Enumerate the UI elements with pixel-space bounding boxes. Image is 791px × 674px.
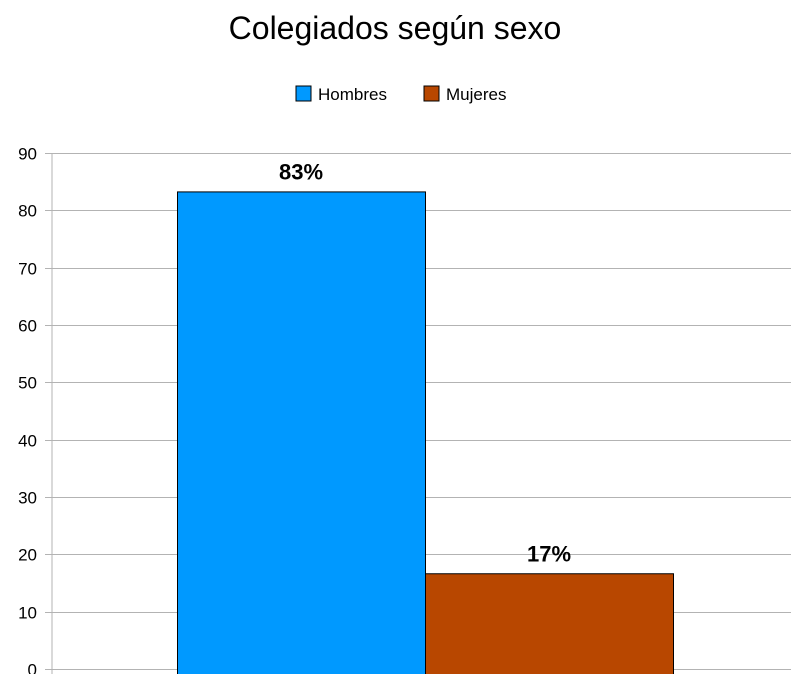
bar-hombres [177,191,426,674]
y-tick-label: 80 [18,202,37,221]
y-tick-label: 20 [18,546,37,565]
data-labels: 83% 17% [279,159,571,566]
y-tick-label: 50 [18,374,37,393]
legend-swatch-mujeres [423,85,440,102]
y-tick-label: 30 [18,489,37,508]
legend-label-hombres: Hombres [318,85,387,104]
y-tick-label: 10 [18,604,37,623]
y-axis: 0 10 20 30 40 50 60 70 80 90 [18,145,53,674]
data-label-hombres: 83% [279,159,323,184]
legend-label-mujeres: Mujeres [446,85,506,104]
y-tick-label: 40 [18,432,37,451]
y-tick-label: 60 [18,317,37,336]
bar-mujeres [425,573,674,674]
data-label-mujeres: 17% [527,541,571,566]
chart-title: Colegiados según sexo [229,10,562,46]
y-tick-label: 90 [18,145,37,164]
y-tick-label: 70 [18,260,37,279]
legend-swatch-hombres [295,85,312,102]
bars [177,191,674,674]
y-tick-label: 0 [28,661,37,674]
legend: Hombres Mujeres [295,85,506,104]
